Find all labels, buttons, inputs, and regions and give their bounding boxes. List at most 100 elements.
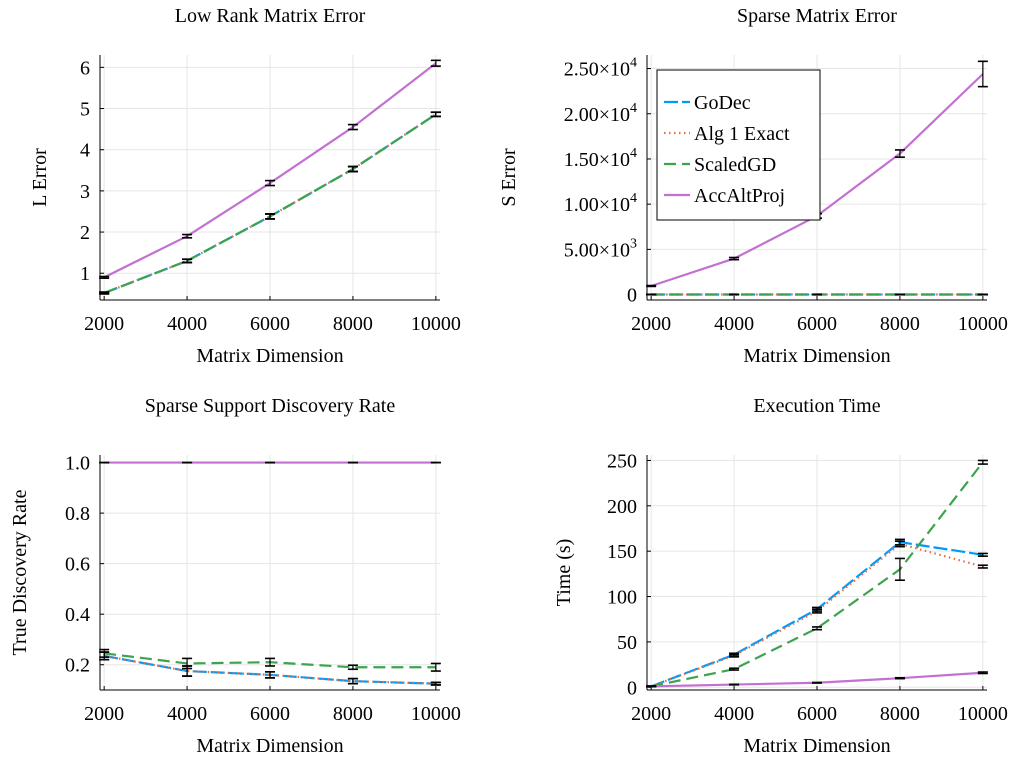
x-tick-label: 8000 bbox=[333, 313, 373, 335]
error-bar bbox=[347, 123, 358, 131]
x-tick-label: 2000 bbox=[84, 313, 124, 335]
chart-title: Sparse Support Discovery Rate bbox=[145, 395, 396, 417]
legend-label: AccAltProj bbox=[694, 185, 785, 207]
error-bar bbox=[430, 59, 441, 67]
y-axis-label: S Error bbox=[498, 148, 520, 207]
y-tick-label: 50 bbox=[617, 632, 637, 654]
y-tick-label: 200 bbox=[607, 496, 637, 518]
error-bar bbox=[977, 552, 988, 557]
error-bar bbox=[894, 540, 905, 548]
x-tick-label: 6000 bbox=[797, 703, 837, 725]
x-axis-label: Matrix Dimension bbox=[196, 735, 343, 757]
x-tick-label: 6000 bbox=[797, 313, 837, 335]
error-bar bbox=[729, 653, 740, 658]
x-tick-label: 2000 bbox=[631, 703, 671, 725]
x-axis-label: Matrix Dimension bbox=[196, 345, 343, 367]
error-bar bbox=[347, 165, 358, 173]
chart-panel-2: 2000 4000 6000 8000 10000 0 5.00×103 1.00×104 1.… bbox=[498, 5, 1008, 367]
error-bar bbox=[347, 664, 358, 671]
error-bar bbox=[977, 671, 988, 675]
error-bar bbox=[894, 676, 905, 680]
y-tick-label: 1 bbox=[80, 263, 90, 285]
error-bar bbox=[729, 683, 740, 686]
y-tick-label: 4 bbox=[80, 140, 90, 162]
y-tick-label: 0 bbox=[627, 677, 637, 699]
error-bar bbox=[646, 284, 657, 288]
error-bar bbox=[729, 667, 740, 671]
chart-panel-3: 2000 4000 6000 8000 10000 0.2 0.4 0.6 0.8 1.0 Spar… bbox=[9, 395, 461, 757]
chart-panel-4: 2000 4000 6000 8000 10000 0 50 100 150 200 250 Exec… bbox=[553, 395, 1008, 757]
chart-title: Execution Time bbox=[753, 395, 880, 417]
y-tick-label: 0.6 bbox=[65, 554, 90, 576]
error-bar bbox=[265, 213, 275, 220]
x-tick-label: 8000 bbox=[880, 703, 920, 725]
error-bar bbox=[977, 60, 988, 88]
y-tick-label: 2 bbox=[80, 222, 90, 244]
series-line bbox=[103, 654, 436, 685]
chart-panel-1: 2000 4000 6000 8000 10000 1 2 3 4 5 6 Low Rank Matr… bbox=[29, 5, 461, 367]
y-axis-label: Time (s) bbox=[553, 539, 575, 607]
y-tick-label: 100 bbox=[607, 587, 637, 609]
x-tick-label: 6000 bbox=[250, 313, 290, 335]
error-bar bbox=[99, 291, 110, 295]
y-axis-label: True Discovery Rate bbox=[9, 489, 31, 655]
x-tick-label: 8000 bbox=[333, 703, 373, 725]
y-tick-label: 0 bbox=[627, 285, 637, 307]
legend-label: ScaledGD bbox=[694, 154, 776, 176]
x-tick-label: 10000 bbox=[958, 703, 1008, 725]
y-axis-label: L Error bbox=[29, 148, 51, 207]
error-bar bbox=[977, 564, 988, 569]
y-tick-label: 5.00×103 bbox=[564, 236, 637, 261]
error-bar bbox=[347, 677, 358, 685]
y-tick-label: 0.4 bbox=[65, 604, 90, 626]
x-tick-label: 6000 bbox=[250, 703, 290, 725]
x-axis-label: Matrix Dimension bbox=[743, 735, 890, 757]
y-tick-label: 3 bbox=[80, 181, 90, 203]
error-bar bbox=[894, 149, 905, 158]
x-tick-label: 4000 bbox=[714, 703, 754, 725]
error-bar bbox=[265, 671, 275, 679]
legend-label: GoDec bbox=[694, 92, 751, 114]
y-tick-label: 0.8 bbox=[65, 503, 90, 525]
x-axis-label: Matrix Dimension bbox=[743, 345, 890, 367]
error-bar bbox=[182, 233, 193, 239]
y-tick-label: 1.50×104 bbox=[564, 146, 637, 171]
y-tick-label: 250 bbox=[607, 450, 637, 472]
error-bar bbox=[430, 111, 441, 118]
error-bar bbox=[182, 258, 193, 264]
x-tick-label: 4000 bbox=[167, 313, 207, 335]
series-line bbox=[650, 461, 984, 688]
chart-title: Low Rank Matrix Error bbox=[175, 5, 366, 27]
x-tick-label: 2000 bbox=[84, 703, 124, 725]
chart-title: Sparse Matrix Error bbox=[737, 5, 897, 27]
error-bar bbox=[729, 256, 740, 261]
x-tick-label: 2000 bbox=[631, 313, 671, 335]
x-tick-label: 10000 bbox=[411, 313, 461, 335]
error-bar bbox=[894, 557, 905, 582]
legend: GoDec Alg 1 Exact ScaledGD AccAltProj bbox=[656, 69, 821, 221]
y-tick-label: 1.0 bbox=[65, 453, 90, 475]
error-bar bbox=[99, 275, 110, 279]
x-tick-label: 4000 bbox=[714, 313, 754, 335]
y-tick-label: 2.00×104 bbox=[564, 101, 637, 126]
error-bar bbox=[265, 657, 275, 667]
y-tick-label: 1.00×104 bbox=[564, 191, 637, 216]
error-bar bbox=[977, 459, 988, 465]
y-tick-label: 150 bbox=[607, 541, 637, 563]
error-bar bbox=[812, 608, 822, 614]
y-tick-label: 5 bbox=[80, 99, 90, 121]
error-bar bbox=[430, 681, 441, 686]
legend-label: Alg 1 Exact bbox=[694, 123, 790, 145]
error-bar bbox=[430, 662, 441, 672]
error-bar bbox=[812, 626, 822, 631]
x-tick-label: 10000 bbox=[958, 313, 1008, 335]
y-tick-label: 2.50×104 bbox=[564, 56, 637, 81]
error-bar bbox=[182, 657, 193, 670]
error-bar bbox=[99, 648, 110, 658]
x-tick-label: 8000 bbox=[880, 313, 920, 335]
x-tick-label: 4000 bbox=[167, 703, 207, 725]
y-tick-label: 0.2 bbox=[65, 655, 90, 677]
error-bar bbox=[812, 681, 822, 684]
